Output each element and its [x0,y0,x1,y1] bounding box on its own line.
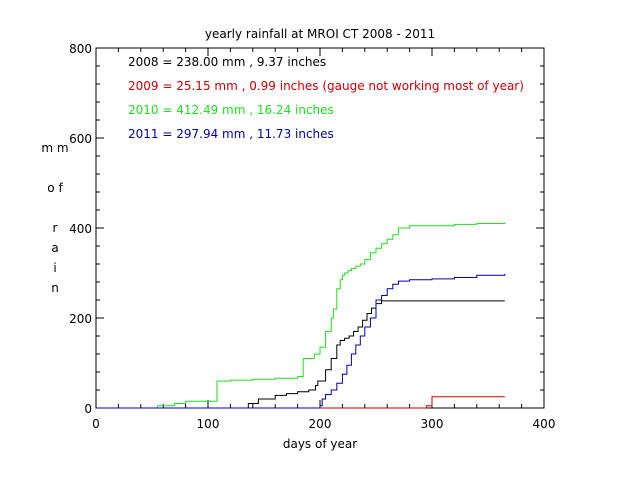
axis-ticks [95,47,545,409]
annotation-line: 2008 = 238.00 mm , 9.37 inches [128,55,326,69]
y-tick-label: 400 [69,222,92,236]
annotation-line: 2009 = 25.15 mm , 0.99 inches (gauge not… [128,79,524,93]
y-tick-label: 600 [69,132,92,146]
x-tick-label: 300 [421,417,444,431]
series-line-2011 [97,273,506,409]
legend-annotations: 2008 = 238.00 mm , 9.37 inches 2009 = 25.… [128,55,524,141]
tick-labels: 0 100 200 300 400 0 200 400 600 800 [69,42,555,431]
x-tick-label: 400 [533,417,556,431]
chart-title: yearly rainfall at MROI CT 2008 - 2011 [205,27,435,41]
x-axis-label: days of year [283,437,357,451]
x-tick-label: 100 [197,417,220,431]
y-tick-label: 800 [69,42,92,56]
series-layer [97,222,506,409]
x-tick-label: 200 [309,417,332,431]
annotation-line: 2011 = 297.94 mm , 11.73 inches [128,127,334,141]
x-tick-label: 0 [92,417,100,431]
y-tick-label: 0 [84,402,92,416]
series-line-2010 [97,222,506,409]
y-tick-label: 200 [69,312,92,326]
annotation-line: 2010 = 412.49 mm , 16.24 inches [128,103,334,117]
